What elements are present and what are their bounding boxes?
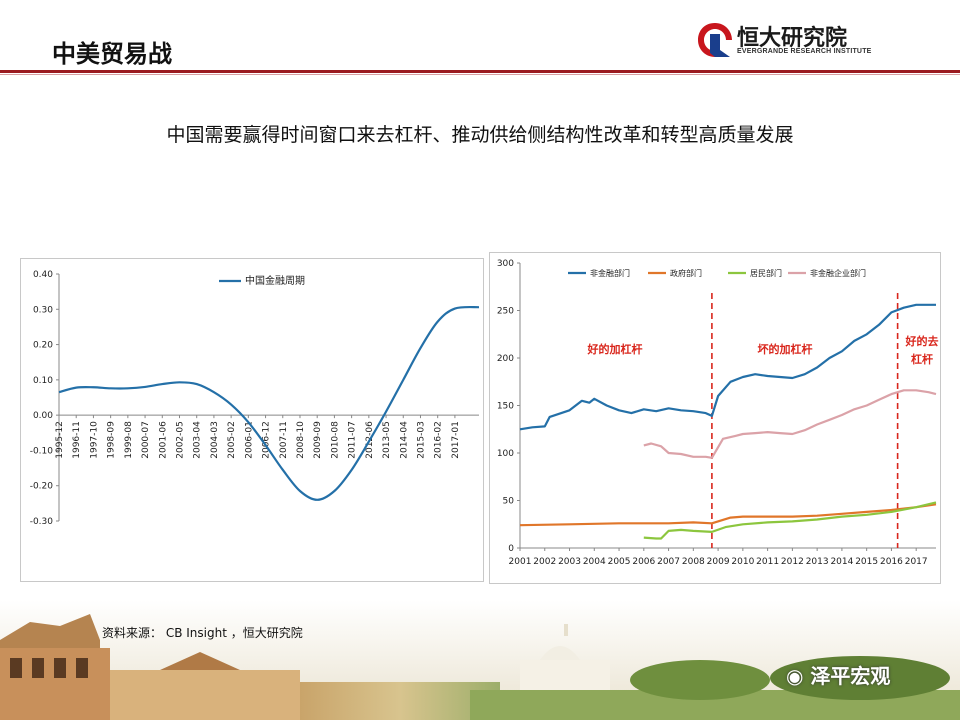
y-tick-label: 300 — [497, 259, 514, 269]
series-line-nonfinancial — [519, 303, 936, 431]
x-tick-label: 2005-02 — [227, 421, 237, 459]
x-tick-label: 2005 — [608, 557, 631, 567]
wechat-icon: ◉ — [786, 664, 811, 688]
x-tick-label: 2006 — [632, 557, 655, 567]
header-rule-thin — [0, 74, 960, 75]
x-tick-label: 2016 — [880, 557, 903, 567]
series-line-corporate — [643, 389, 937, 459]
chart-right-panel: 300 250 200 150 100 50 0 2001 2002 2003 2004 2005 20… — [489, 252, 941, 584]
y-tick-label: 0.20 — [33, 341, 53, 351]
x-tick-label: 2000-07 — [141, 421, 151, 459]
source-note: 资料来源： CB Insight ，恒大研究院 — [102, 626, 303, 640]
annotation-label: 好的加杠杆 — [587, 342, 643, 356]
y-tick-label: 150 — [497, 402, 514, 412]
x-tick-label: 2014-04 — [399, 421, 409, 459]
x-tick-label: 2006-12 — [262, 421, 272, 459]
x-tick-label: 2013 — [806, 557, 829, 567]
x-tick-label: 2016-02 — [434, 421, 444, 459]
x-tick-label: 2010 — [731, 557, 754, 567]
x-tick-label: 2008 — [682, 557, 705, 567]
x-tick-label: 1998-09 — [107, 421, 117, 459]
x-tick-label: 2007 — [657, 557, 680, 567]
x-tick-label: 2001 — [509, 557, 532, 567]
legend-label: 非金融部门 — [590, 268, 630, 278]
series-line-government — [519, 503, 937, 527]
legend-label: 政府部门 — [670, 268, 702, 278]
y-tick-label: 200 — [497, 354, 514, 364]
annotation-label: 坏的加杠杆 — [758, 342, 813, 356]
y-tick-label: -0.30 — [30, 517, 54, 527]
x-tick-label: 2017-01 — [451, 421, 461, 459]
y-tick-label: 0 — [508, 544, 514, 554]
footer-background-image — [0, 600, 960, 720]
logo: 恒大研究院 EVERGRANDE RESEARCH INSTITUTE — [695, 18, 885, 62]
x-tick-label: 1996-11 — [72, 421, 82, 459]
x-tick-label: 2006-01 — [244, 421, 254, 459]
x-tick-label: 2013-05 — [382, 421, 392, 459]
slide-subtitle: 中国需要赢得时间窗口来去杠杆、推动供给侧结构性改革和转型高质量发展 — [166, 124, 794, 146]
y-tick-label: -0.20 — [30, 482, 54, 492]
y-tick-label: 0.00 — [33, 411, 53, 421]
chart-left-panel: 0.40 0.30 0.20 0.10 0.00 -0.10 -0.20 -0.30 1995-… — [20, 258, 484, 582]
y-tick-label: 100 — [497, 449, 514, 459]
logo-english: EVERGRANDE RESEARCH INSTITUTE — [737, 48, 872, 55]
y-tick-label: 0.40 — [33, 270, 53, 280]
logo-mark-icon — [698, 23, 732, 57]
x-tick-label: 2004-03 — [210, 421, 220, 459]
x-tick-label: 2011 — [756, 557, 779, 567]
y-tick-label: 0.10 — [33, 376, 53, 386]
logo-name: 恒大研究院 — [737, 26, 848, 51]
x-tick-label: 2009-09 — [313, 421, 323, 459]
y-tick-label: 250 — [497, 307, 514, 317]
annotation-label: 杠杆 — [911, 352, 933, 366]
legend-label: 中国金融周期 — [245, 274, 305, 287]
x-tick-label: 1999-08 — [124, 421, 134, 459]
legend-label: 非金融企业部门 — [810, 268, 866, 278]
y-tick-label: 50 — [503, 497, 515, 507]
x-tick-label: 2011-07 — [348, 421, 358, 459]
x-tick-label: 2009 — [707, 557, 730, 567]
x-tick-label: 2007-11 — [279, 421, 289, 459]
x-tick-label: 2015-03 — [416, 421, 426, 459]
y-tick-label: 0.30 — [33, 305, 53, 315]
page-title: 中美贸易战 — [52, 40, 172, 68]
x-tick-label: 2015 — [855, 557, 878, 567]
x-tick-label: 2002-05 — [175, 421, 185, 459]
x-tick-label: 1995-12 — [55, 421, 65, 459]
x-tick-label: 2003 — [558, 557, 581, 567]
x-tick-label: 2002 — [533, 557, 556, 567]
header-rule — [0, 70, 960, 73]
x-tick-label: 2001-06 — [158, 421, 168, 459]
watermark-text: 泽平宏观 — [810, 664, 891, 688]
x-tick-label: 2012 — [781, 557, 804, 567]
x-tick-label: 2014 — [830, 557, 853, 567]
x-tick-label: 2003-04 — [193, 421, 203, 459]
legend-label: 居民部门 — [750, 268, 782, 278]
series-line-household — [643, 501, 937, 540]
x-tick-label: 2017 — [905, 557, 928, 567]
footer-scenery — [0, 600, 960, 720]
financial-cycle-chart: 0.40 0.30 0.20 0.10 0.00 -0.10 -0.20 -0.30 1995-… — [30, 270, 480, 527]
x-tick-label: 2010-08 — [330, 421, 340, 459]
x-tick-label: 2008-10 — [296, 421, 306, 459]
wechat-watermark: ◉ 泽平宏观 — [786, 660, 890, 689]
annotation-label: 好的去 — [905, 334, 939, 348]
x-tick-label: 1997-10 — [89, 421, 99, 459]
x-tick-label: 2004 — [583, 557, 606, 567]
y-tick-label: -0.10 — [30, 446, 54, 456]
series-line-china-financial-cycle — [58, 305, 480, 501]
